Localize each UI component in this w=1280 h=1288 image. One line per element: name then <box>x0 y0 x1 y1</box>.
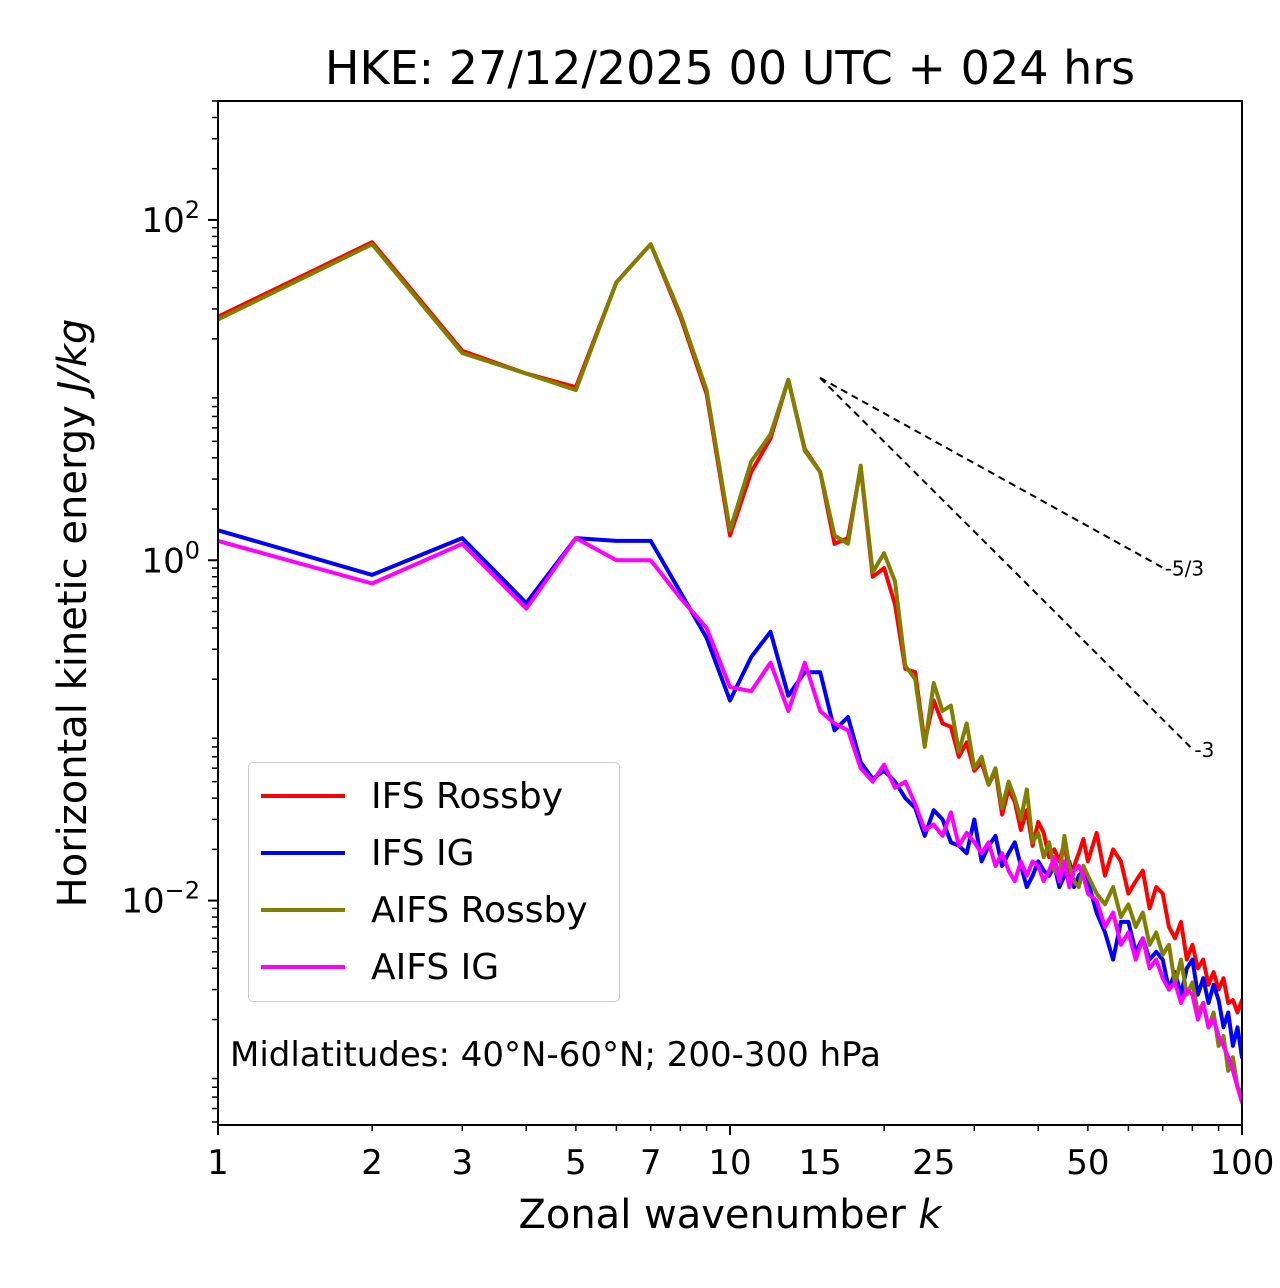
chart-annotation: Midlatitudes: 40°N-60°N; 200-300 hPa <box>230 1035 881 1075</box>
reference-line-label-1: -5/3 <box>1165 557 1204 581</box>
chart-title: HKE: 27/12/2025 00 UTC + 024 hrs <box>325 41 1135 95</box>
legend-item-ifs-ig: IFS IG <box>261 832 475 874</box>
y-axis-label-unit: J/kg <box>50 319 96 400</box>
x-tick-labels: 1 2 3 5 7 10 15 25 50 100 <box>207 1143 1274 1183</box>
x-tick-label: 1 <box>207 1143 229 1183</box>
x-tick-label: 15 <box>799 1143 842 1183</box>
legend-label-ifs-ig: IFS IG <box>371 832 475 874</box>
legend-label-aifs-ig: AIFS IG <box>371 946 500 988</box>
x-tick-label: 100 <box>1210 1143 1275 1183</box>
plot-frame <box>217 100 1243 1126</box>
reference-line-1 <box>819 376 1164 569</box>
legend-swatch-ifs-ig <box>261 851 345 855</box>
legend-swatch-aifs-ig <box>261 965 345 969</box>
x-tick-label: 5 <box>565 1143 587 1183</box>
x-tick-label: 50 <box>1066 1143 1109 1183</box>
x-tick-label: 10 <box>708 1143 751 1183</box>
x-axis-label: Zonal wavenumber k <box>518 1192 943 1238</box>
series-line-aifs-ig <box>218 536 1242 1105</box>
legend-label-aifs-rossby: AIFS Rossby <box>371 889 588 931</box>
x-tick-label: 7 <box>640 1143 662 1183</box>
y-tick-label: 100 <box>141 536 200 581</box>
x-tick-label: 25 <box>912 1143 955 1183</box>
reference-line-label-2: -3 <box>1194 738 1214 762</box>
legend-item-aifs-rossby: AIFS Rossby <box>261 889 588 931</box>
y-axis-label-text: Horizontal kinetic energy <box>50 405 96 907</box>
reference-line-2 <box>819 377 1194 750</box>
x-axis-label-variable: k <box>918 1192 943 1238</box>
reference-lines <box>819 376 1194 750</box>
x-tick-label: 3 <box>451 1143 473 1183</box>
legend-swatch-ifs-rossby <box>261 794 345 798</box>
legend-item-ifs-rossby: IFS Rossby <box>261 775 564 817</box>
series-layer <box>218 240 1242 1105</box>
y-tick-label: 10−2 <box>121 877 200 922</box>
x-axis-label-text: Zonal wavenumber <box>518 1192 906 1238</box>
legend-label-ifs-rossby: IFS Rossby <box>371 775 564 817</box>
legend-swatch-aifs-rossby <box>261 908 345 912</box>
series-line-aifs-rossby <box>218 242 1242 1094</box>
legend-item-aifs-ig: AIFS IG <box>261 946 500 988</box>
legend: IFS Rossby IFS IG AIFS Rossby AIFS IG <box>248 762 620 1002</box>
x-tick-label: 2 <box>361 1143 383 1183</box>
series-line-ifs-ig <box>218 528 1242 1060</box>
y-tick-label: 102 <box>141 196 200 241</box>
reference-line-labels: -5/3 -3 <box>1165 557 1215 762</box>
y-tick-labels: 10−2 100 102 <box>121 196 200 922</box>
y-axis-label: Horizontal kinetic energy J/kg <box>50 319 96 908</box>
